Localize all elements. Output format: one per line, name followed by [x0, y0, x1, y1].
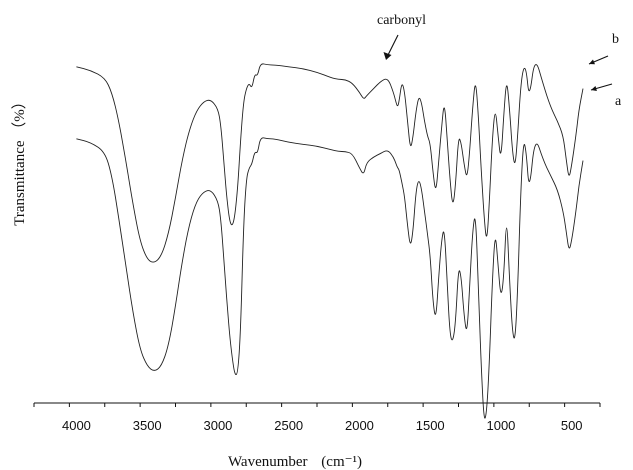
x-tick-label: 2000	[345, 418, 374, 433]
series-b-arrowhead	[589, 59, 595, 65]
series-a-label: a	[615, 94, 622, 109]
carbonyl-arrowhead	[383, 52, 392, 60]
series-b-line	[76, 63, 584, 263]
x-axis-title: Wavenumber (cm⁻¹)	[228, 454, 362, 470]
x-tick-label: 2500	[274, 418, 303, 433]
x-tick-label: 4000	[62, 418, 91, 433]
x-axis-unit: (cm⁻¹)	[321, 454, 362, 470]
x-axis: 4000 3500 3000 2500 2000 1500 1000 500	[33, 402, 601, 433]
x-tick-label: 1000	[486, 418, 515, 433]
annotations: carbonyl	[377, 13, 426, 60]
series-a-line	[76, 137, 584, 419]
x-tick-label: 1500	[416, 418, 445, 433]
carbonyl-annotation: carbonyl	[377, 13, 426, 28]
series-a-arrowhead	[591, 86, 597, 92]
series-layer: ba	[76, 32, 622, 419]
y-axis-title: Transmittance （%）	[11, 94, 28, 226]
x-tick-label: 3000	[203, 418, 232, 433]
x-axis-title-text: Wavenumber	[228, 454, 308, 470]
x-tick-label: 500	[561, 418, 583, 433]
x-tick-label: 3500	[133, 418, 162, 433]
series-b-label: b	[612, 32, 619, 47]
carbonyl-arrow	[387, 34, 399, 56]
